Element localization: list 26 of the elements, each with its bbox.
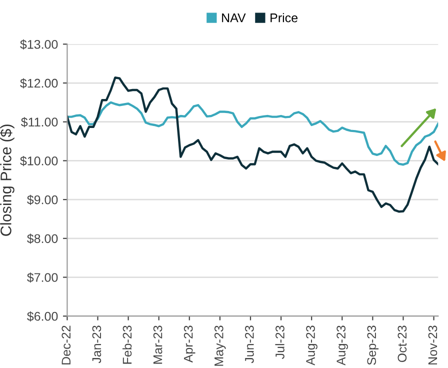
- x-tick-label: Oct-23: [398, 326, 407, 362]
- x-tick-label: Mar-23: [153, 326, 162, 364]
- y-tick-label: $10.00: [20, 156, 58, 166]
- x-tick-label: Feb-23: [122, 326, 132, 364]
- y-tick-label: $13.00: [20, 39, 58, 50]
- y-tick-label: $11.00: [21, 117, 58, 128]
- y-tick-label: $6.00: [27, 311, 58, 322]
- x-tick-label: Jan-23: [92, 326, 102, 364]
- x-tick-label: Dec-22: [62, 326, 71, 364]
- y-axis-title: Closing Price ($): [0, 124, 14, 236]
- x-tick-label: Jul-23: [275, 326, 284, 359]
- x-tick-label: Sep-23: [367, 326, 379, 365]
- y-tick-label: $12.00: [20, 78, 58, 88]
- x-tick-label: Apr-23: [184, 326, 196, 363]
- x-tick-label: Aug-23: [336, 326, 348, 366]
- y-tick-label: $7.00: [27, 272, 58, 283]
- x-tick-label: Nov-23: [428, 326, 438, 364]
- y-tick-label: $8.00: [27, 234, 58, 244]
- x-tick-label: Aug-23: [306, 326, 318, 366]
- x-tick-label: Jun-23: [244, 326, 254, 364]
- x-tick-label: May-23: [214, 326, 226, 366]
- legend-label: NAV: [222, 14, 246, 22]
- y-tick-label: $9.00: [27, 194, 58, 205]
- line-series: [67, 101, 438, 166]
- line-series: [67, 76, 438, 213]
- legend-label: Price: [270, 13, 298, 22]
